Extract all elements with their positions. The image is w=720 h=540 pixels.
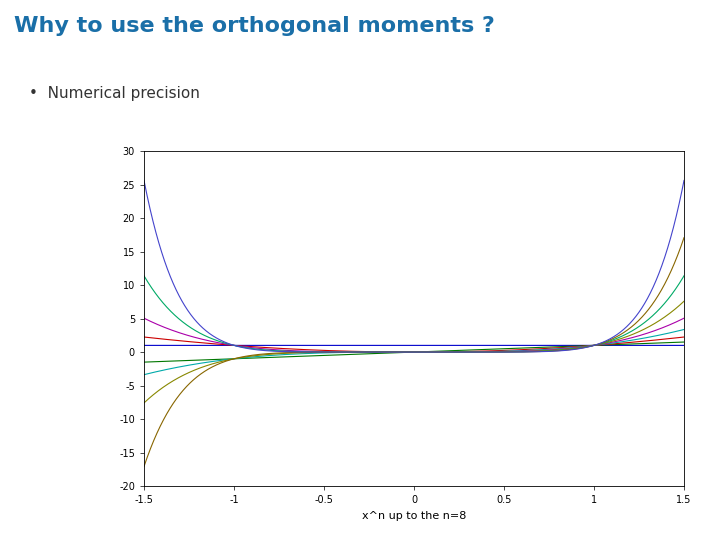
Text: Why to use the orthogonal moments ?: Why to use the orthogonal moments ?	[14, 16, 495, 36]
Text: •  Numerical precision: • Numerical precision	[29, 86, 199, 102]
X-axis label: x^n up to the n=8: x^n up to the n=8	[362, 511, 466, 521]
